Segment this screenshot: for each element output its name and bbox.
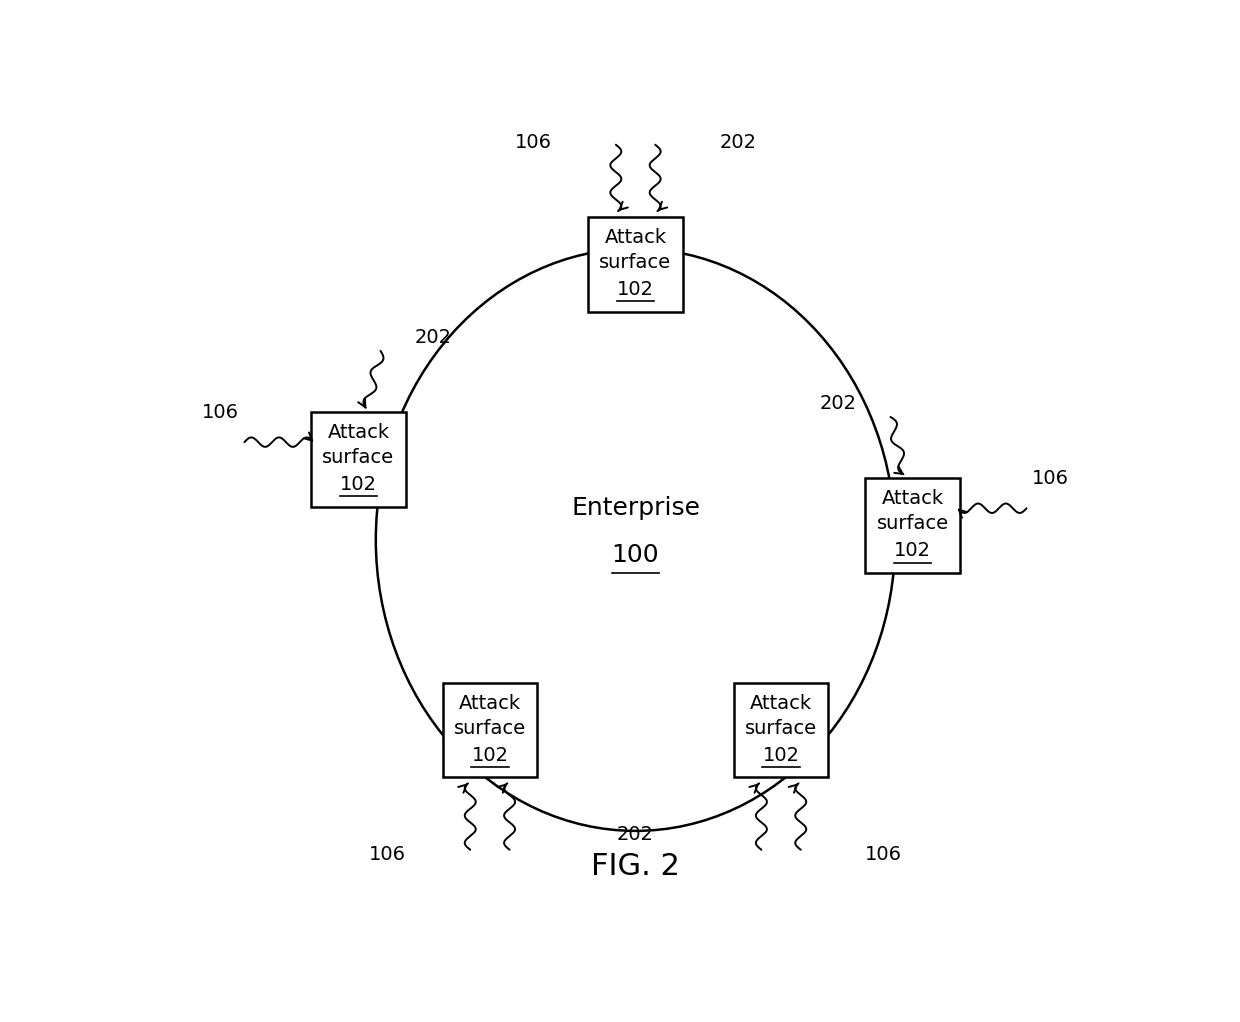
- Text: Attack
surface: Attack surface: [877, 490, 949, 533]
- Text: 106: 106: [1032, 469, 1069, 487]
- Text: 100: 100: [611, 544, 660, 567]
- Text: 202: 202: [618, 825, 653, 843]
- Text: Attack
surface: Attack surface: [322, 423, 394, 467]
- Text: 202: 202: [719, 133, 756, 152]
- Text: 102: 102: [471, 746, 508, 764]
- Text: 106: 106: [370, 845, 407, 864]
- FancyBboxPatch shape: [311, 412, 405, 507]
- Text: 202: 202: [414, 328, 451, 347]
- Text: 102: 102: [763, 746, 800, 764]
- FancyBboxPatch shape: [588, 217, 683, 312]
- Text: Attack
surface: Attack surface: [745, 694, 817, 738]
- FancyBboxPatch shape: [734, 683, 828, 778]
- Text: 102: 102: [894, 542, 931, 560]
- FancyBboxPatch shape: [866, 478, 960, 572]
- Text: FIG. 2: FIG. 2: [591, 851, 680, 881]
- FancyBboxPatch shape: [443, 683, 537, 778]
- Text: Attack
surface: Attack surface: [599, 228, 672, 272]
- Text: 106: 106: [515, 133, 552, 152]
- Text: 106: 106: [202, 403, 239, 422]
- Text: Enterprise: Enterprise: [570, 497, 701, 520]
- Text: 102: 102: [618, 280, 653, 299]
- Text: 106: 106: [864, 845, 901, 864]
- Text: 202: 202: [820, 394, 857, 413]
- Text: 102: 102: [340, 475, 377, 494]
- Text: Attack
surface: Attack surface: [454, 694, 526, 738]
